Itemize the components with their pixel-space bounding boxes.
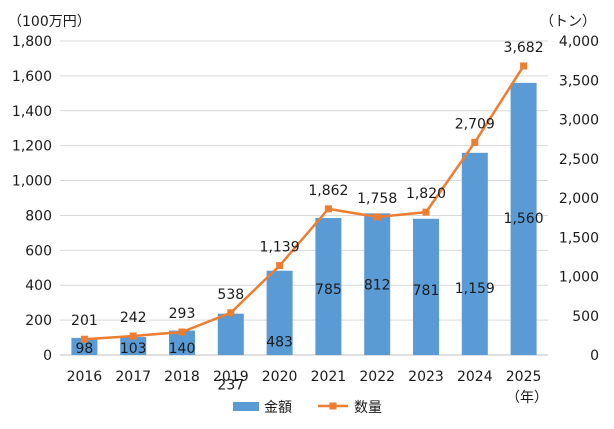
x-tick-label: 2018 [164, 369, 200, 385]
line-value-label: 293 [169, 306, 196, 322]
line-value-label: 201 [71, 313, 98, 329]
bar [71, 337, 98, 355]
line-series [80, 62, 528, 343]
y-right-tick-label: 2,000 [559, 191, 599, 207]
line-point [471, 138, 479, 146]
y-right-tick-label: 0 [590, 348, 599, 364]
line-value-label: 2,709 [455, 116, 495, 132]
line-value-label: 1,139 [260, 240, 300, 256]
bar-value-label: 103 [120, 341, 147, 357]
y-right-tick-label: 1,000 [559, 270, 599, 286]
bar [120, 337, 147, 355]
bar [315, 218, 342, 355]
x-tick-label: 2019 [213, 369, 249, 385]
x-unit: （年） [506, 390, 548, 406]
bar [364, 213, 391, 355]
line-value-label: 1,820 [406, 186, 446, 202]
line-point [80, 335, 88, 343]
line-path [84, 65, 525, 341]
line-value-label: 1,758 [357, 191, 397, 207]
x-tick-label: 2024 [457, 369, 493, 385]
line-point [422, 208, 430, 216]
legend-swatch-marker [329, 402, 337, 410]
bar [266, 270, 293, 355]
line-point [373, 213, 381, 221]
y-left-tick-label: 400 [25, 278, 52, 294]
bar [510, 82, 537, 355]
line-value-label: 242 [120, 310, 147, 326]
y-left-tick-label: 200 [25, 313, 52, 329]
line-point [129, 332, 137, 340]
x-tick-label: 2023 [408, 369, 444, 385]
line-value-label: 1,862 [308, 183, 348, 199]
legend: 金額 数量 [233, 400, 382, 416]
y-right-tick-label: 500 [572, 309, 599, 325]
bar-value-label: 483 [266, 335, 293, 351]
x-tick-label: 2016 [67, 369, 103, 385]
legend-label-bar: 金額 [264, 400, 292, 416]
legend-swatch-bar [233, 402, 259, 411]
line-point [520, 62, 528, 70]
y-right-tick-label: 4,000 [559, 34, 599, 50]
line-point [178, 328, 186, 336]
y-axis-left: 0 200 400 600 800 1,000 1,200 1,400 1,600 1,800 [12, 34, 52, 364]
y-right-tick-label: 3,000 [559, 113, 599, 129]
bar-series [71, 82, 537, 355]
y-right-tick-label: 1,500 [559, 230, 599, 246]
y-left-tick-label: 0 [43, 348, 52, 364]
legend-label-line: 数量 [354, 400, 382, 416]
y-left-unit: （100万円） [8, 14, 91, 30]
x-tick-label: 2022 [359, 369, 395, 385]
x-tick-label: 2025 [506, 369, 542, 385]
bar-value-label: 237 [217, 378, 244, 394]
bar-value-label: 1,560 [504, 211, 544, 227]
line-point [227, 309, 235, 317]
data-labels: 98 103 140 237 483 785 812 781 1,159 1,560 201 242 2… [71, 40, 544, 394]
bar-value-label: 98 [75, 341, 93, 357]
bar-value-label: 785 [315, 282, 342, 298]
y-left-tick-label: 600 [25, 243, 52, 259]
y-left-tick-label: 1,800 [12, 34, 52, 50]
y-left-tick-label: 1,000 [12, 174, 52, 190]
line-value-label: 3,682 [504, 40, 544, 56]
line-point [276, 262, 284, 270]
y-left-tick-label: 800 [25, 208, 52, 224]
y-axis-right: 0 500 1,000 1,500 2,000 2,500 3,000 3,500 4,000 [559, 34, 599, 364]
y-right-tick-label: 2,500 [559, 152, 599, 168]
bar-value-label: 1,159 [455, 281, 495, 297]
y-right-unit: （トン） [540, 14, 596, 30]
y-left-tick-label: 1,600 [12, 69, 52, 85]
bar [217, 313, 244, 355]
x-tick-label: 2017 [115, 369, 151, 385]
line-value-label: 538 [217, 287, 244, 303]
bar [413, 218, 439, 355]
bar-value-label: 140 [169, 341, 196, 357]
gridlines [60, 40, 548, 356]
y-left-tick-label: 1,200 [12, 139, 52, 155]
x-tick-label: 2021 [311, 369, 347, 385]
y-right-tick-label: 3,500 [559, 73, 599, 89]
y-left-tick-label: 1,400 [12, 104, 52, 120]
line-point [324, 205, 332, 213]
bar [461, 152, 488, 355]
bar-value-label: 812 [364, 277, 391, 293]
x-axis: 2016 2017 2018 2019 2020 2021 2022 2023 2024 2025 [67, 369, 542, 385]
bar-value-label: 781 [413, 283, 440, 299]
x-tick-label: 2020 [262, 369, 298, 385]
